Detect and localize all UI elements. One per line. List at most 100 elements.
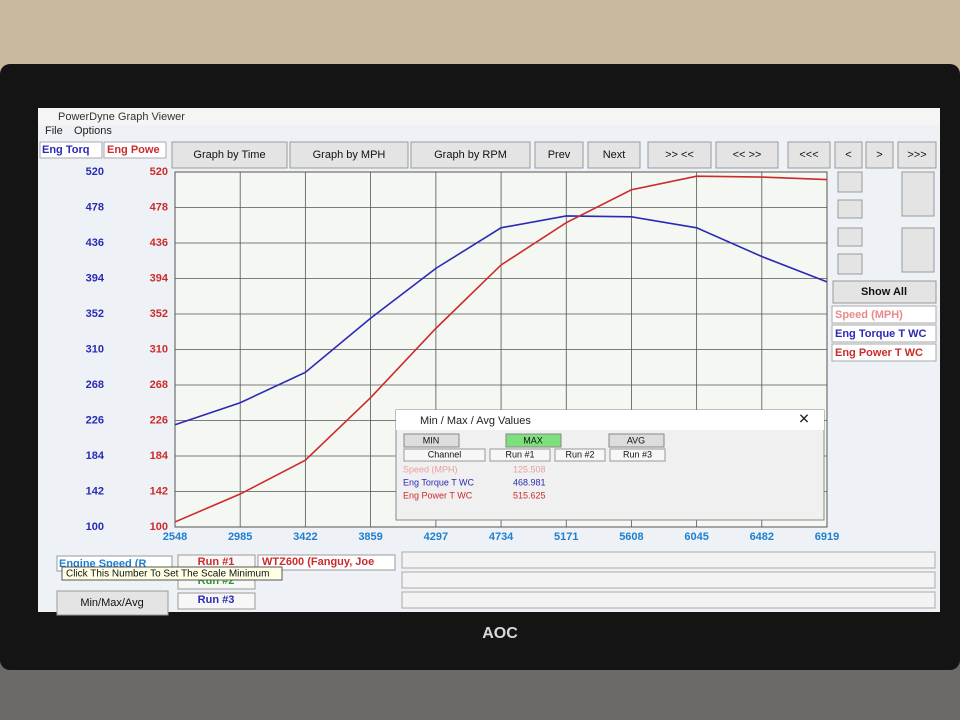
x-tick-label: 2548 (163, 531, 187, 543)
legend-label[interactable]: Eng Torque T WC (835, 328, 927, 340)
y2-tick-label: 142 (150, 485, 168, 497)
toolbar-label[interactable]: < (845, 149, 851, 161)
toolbar-label[interactable]: Graph by MPH (313, 149, 386, 161)
toolbar-button[interactable] (787, 141, 831, 169)
toolbar-button[interactable] (715, 141, 779, 169)
header-cell (39, 141, 103, 159)
series-line (174, 175, 828, 523)
y2-tick-label: 520 (150, 166, 168, 178)
dialog-title: Min / Max / Avg Values (420, 415, 531, 427)
toolbar-label[interactable]: >>> (907, 149, 926, 161)
x-tick-label: 6482 (750, 531, 774, 543)
tooltip-text: Click This Number To Set The Scale Minim… (66, 569, 269, 580)
x-tick-label: 2985 (228, 531, 252, 543)
y-tick-label: 184 (86, 450, 105, 462)
y-tick-label: 268 (86, 379, 104, 391)
column-header (489, 448, 551, 462)
y-tick-label: 478 (86, 201, 104, 213)
y-tick-label: 436 (86, 237, 104, 249)
slot (401, 571, 936, 589)
dialog-button[interactable] (505, 433, 562, 448)
toolbar-button[interactable] (410, 141, 531, 169)
y-tick-label: 394 (86, 272, 105, 284)
dialog-button[interactable] (608, 433, 665, 448)
x-tick-label: 4734 (489, 531, 514, 543)
toolbar-label[interactable]: > (876, 149, 882, 161)
scroll-button[interactable] (837, 171, 863, 193)
toolbar-button[interactable] (865, 141, 894, 169)
x-tick-label: 3422 (293, 531, 317, 543)
brand: AOC (482, 625, 518, 642)
x-tick-label: 6919 (815, 531, 839, 543)
y-tick-label: 352 (86, 308, 104, 320)
column-header-label: Channel (428, 449, 462, 459)
scroll-button[interactable] (837, 199, 863, 219)
legend-entry[interactable] (831, 324, 937, 343)
toolbar-label[interactable]: >> << (665, 149, 694, 161)
toolbar-label[interactable]: Next (603, 149, 626, 161)
toolbar-button[interactable] (897, 141, 937, 169)
dialog-button[interactable] (403, 433, 460, 448)
toolbar-label[interactable]: Prev (548, 149, 571, 161)
y2-tick-label: 352 (150, 308, 168, 320)
x-tick-label: 5608 (619, 531, 643, 543)
column-header-label: Run #2 (565, 449, 594, 459)
row-channel: Eng Torque T WC (403, 477, 475, 487)
y2-tick-label: 436 (150, 237, 168, 249)
y2-tick-label: 268 (150, 379, 168, 391)
row-value: 125.508 (513, 464, 546, 474)
legend-label[interactable]: Eng Power T WC (835, 347, 923, 359)
scroll-button[interactable] (901, 227, 935, 273)
toolbar-button[interactable] (834, 141, 863, 169)
scroll-button[interactable] (837, 253, 863, 275)
show-all[interactable]: Show All (861, 286, 907, 298)
slot (401, 551, 936, 569)
run-name: WTZ600 (Fanguy, Joe (262, 556, 374, 568)
toolbar-button[interactable] (534, 141, 584, 169)
dialog-title-bar (396, 410, 824, 430)
toolbar-button[interactable] (587, 141, 641, 169)
row-channel: Eng Power T WC (403, 490, 473, 500)
legend-entry[interactable] (831, 305, 937, 324)
run-label: Run #1 (198, 556, 235, 568)
toolbar-button[interactable] (171, 141, 288, 169)
toolbar-label[interactable]: << >> (733, 149, 762, 161)
dialog-button-label[interactable]: AVG (627, 435, 645, 445)
menu-item[interactable]: File (45, 125, 63, 137)
y2-tick-label: 100 (150, 521, 168, 533)
y2-tick-label: 226 (150, 414, 168, 426)
y2-tick-label: 310 (150, 343, 168, 355)
slot (401, 591, 936, 609)
min-max-avg-button[interactable]: Min/Max/Avg (80, 597, 143, 609)
series-line (174, 215, 828, 426)
dialog-button-label[interactable]: MAX (523, 435, 543, 445)
field (177, 592, 256, 610)
button[interactable] (832, 280, 937, 304)
field (257, 554, 396, 571)
column-header-label: Run #3 (623, 449, 652, 459)
scroll-button[interactable] (901, 171, 935, 217)
y2-tick-label: 394 (150, 272, 169, 284)
legend-entry[interactable] (831, 343, 937, 362)
x-tick-label: 3859 (358, 531, 382, 543)
x-tick-label: 6045 (684, 531, 708, 543)
button[interactable] (56, 590, 169, 616)
dialog-button-label[interactable]: MIN (423, 435, 440, 445)
column-header-label: Run #1 (505, 449, 534, 459)
legend-label[interactable]: Speed (MPH) (835, 309, 903, 321)
scroll-button[interactable] (837, 227, 863, 247)
y-tick-label: 100 (86, 521, 104, 533)
channel-header: Eng Torq (42, 144, 89, 156)
dialog-close: ✕ (798, 411, 810, 427)
menu-item[interactable]: Options (74, 125, 112, 137)
toolbar-label[interactable]: Graph by Time (193, 149, 265, 161)
toolbar-label[interactable]: Graph by RPM (434, 149, 507, 161)
toolbar-button[interactable] (289, 141, 409, 169)
toolbar-button[interactable] (647, 141, 712, 169)
column-header (403, 448, 486, 462)
y-tick-label: 226 (86, 414, 104, 426)
toolbar-label[interactable]: <<< (799, 149, 818, 161)
y-tick-label: 142 (86, 485, 104, 497)
x-tick-label: 5171 (554, 531, 578, 543)
